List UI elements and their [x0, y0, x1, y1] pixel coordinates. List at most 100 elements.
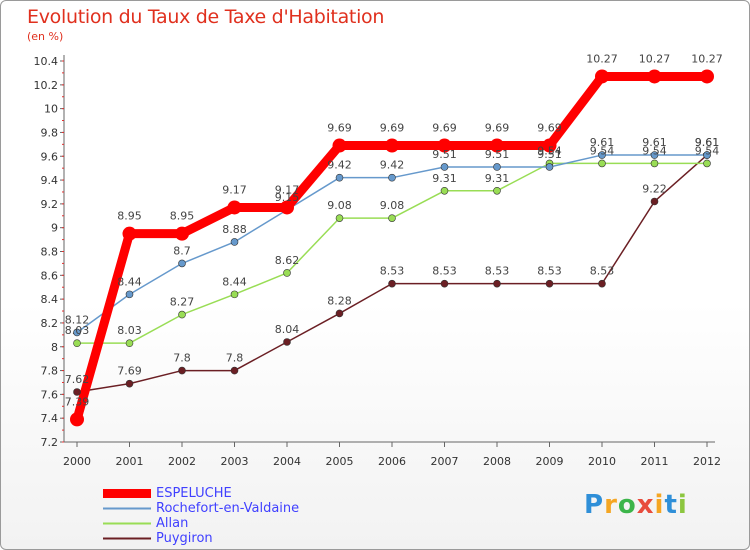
data-label: 8.53 — [432, 265, 457, 278]
data-point — [440, 279, 449, 288]
logo-letter: i — [677, 490, 688, 520]
data-label: 8.53 — [537, 265, 562, 278]
data-label: 7.8 — [226, 352, 244, 365]
data-point — [125, 290, 134, 299]
x-tick-label: 2012 — [693, 455, 721, 468]
x-tick-label: 2011 — [641, 455, 669, 468]
legend-swatch-espeluche — [103, 489, 151, 498]
data-label: 8.12 — [65, 313, 90, 326]
data-point — [73, 328, 81, 337]
data-point — [122, 226, 137, 241]
data-label: 8.04 — [275, 323, 300, 336]
data-point — [280, 200, 294, 215]
data-label: 9.61 — [695, 136, 720, 149]
y-tick-label: 9.8 — [41, 126, 59, 139]
data-point — [178, 366, 186, 375]
legend-item-allan: Allan — [103, 516, 299, 531]
data-point — [125, 339, 134, 347]
data-point — [73, 339, 81, 347]
data-point — [283, 269, 291, 277]
series-line-allan — [76, 162, 708, 344]
logo-letter: i — [654, 490, 665, 520]
y-tick-label: 8.8 — [41, 246, 59, 259]
data-point — [73, 388, 81, 396]
x-tick-label: 2001 — [116, 455, 144, 468]
data-label: 9.42 — [327, 159, 352, 172]
y-tick-label: 9.6 — [41, 150, 59, 163]
data-point — [388, 214, 396, 222]
logo-letter: P — [584, 490, 605, 520]
data-label: 9.54 — [695, 144, 720, 157]
data-point — [542, 138, 557, 153]
data-label: 8.95 — [117, 210, 142, 223]
x-tick-label: 2007 — [431, 455, 459, 468]
data-point — [650, 197, 659, 206]
legend-swatch-allan — [103, 522, 151, 525]
data-label: 9.51 — [537, 148, 562, 161]
data-point — [703, 151, 711, 159]
data-point — [388, 279, 396, 288]
data-point — [598, 159, 606, 168]
data-label: 8.03 — [65, 324, 90, 337]
y-tick-label: 10.2 — [34, 79, 59, 92]
y-tick-label: 7.2 — [41, 436, 59, 449]
legend-label-rochefort: Rochefort-en-Valdaine — [156, 501, 300, 516]
data-label: 9.51 — [432, 148, 457, 161]
data-label: 9.54 — [537, 144, 562, 157]
data-label: 10.27 — [691, 52, 723, 65]
data-label: 9.31 — [432, 172, 457, 185]
data-label: 8.95 — [170, 210, 195, 223]
legend-swatch-puygiron — [103, 537, 151, 540]
y-tick-label: 7.4 — [41, 412, 59, 425]
y-tick-label: 9 — [51, 222, 58, 235]
x-tick-label: 2006 — [378, 455, 406, 468]
data-label: 9.15 — [275, 191, 300, 204]
legend-label-espeluche: ESPELUCHE — [156, 486, 232, 501]
data-point — [493, 186, 501, 195]
data-label: 8.27 — [170, 296, 195, 309]
y-tick-label: 7.6 — [41, 388, 59, 401]
data-point — [650, 159, 659, 168]
data-label: 9.61 — [642, 136, 667, 149]
data-label: 7.69 — [117, 365, 142, 378]
data-point — [335, 173, 344, 182]
data-point — [647, 69, 662, 84]
data-point — [437, 138, 452, 153]
data-label: 9.54 — [590, 144, 615, 157]
data-point — [440, 163, 449, 171]
x-tick-label: 2009 — [536, 455, 564, 468]
data-point — [650, 151, 659, 159]
data-point — [178, 310, 186, 319]
y-tick-label: 8.4 — [41, 293, 59, 306]
data-point — [332, 138, 347, 153]
data-label: 9.17 — [222, 183, 247, 196]
legend-label-allan: Allan — [156, 516, 189, 531]
data-label: 9.08 — [380, 199, 405, 212]
legend-item-puygiron: Puygiron — [103, 531, 299, 546]
data-label: 9.61 — [590, 136, 615, 149]
data-label: 8.53 — [485, 265, 510, 278]
data-label: 8.28 — [327, 294, 352, 307]
data-point — [230, 290, 239, 299]
data-point — [545, 163, 554, 171]
data-label: 9.54 — [642, 144, 667, 157]
data-point — [595, 69, 609, 84]
data-label: 9.61 — [695, 136, 720, 149]
data-label: 8.53 — [380, 265, 405, 278]
data-label: 10.27 — [639, 52, 671, 65]
chart-legend: ESPELUCHE Rochefort-en-Valdaine Allan Pu… — [103, 486, 299, 546]
data-label: 7.39 — [65, 395, 90, 408]
y-tick-label: 8 — [51, 341, 58, 354]
data-label: 10.27 — [586, 52, 618, 65]
data-label: 8.62 — [275, 254, 300, 267]
data-point — [493, 279, 501, 288]
data-point — [178, 259, 186, 268]
data-point — [175, 226, 189, 241]
data-point — [125, 379, 134, 388]
legend-swatch-rochefort — [103, 507, 151, 510]
data-point — [490, 138, 504, 153]
data-point — [598, 279, 606, 288]
x-tick-label: 2000 — [63, 455, 91, 468]
data-point — [230, 238, 239, 246]
